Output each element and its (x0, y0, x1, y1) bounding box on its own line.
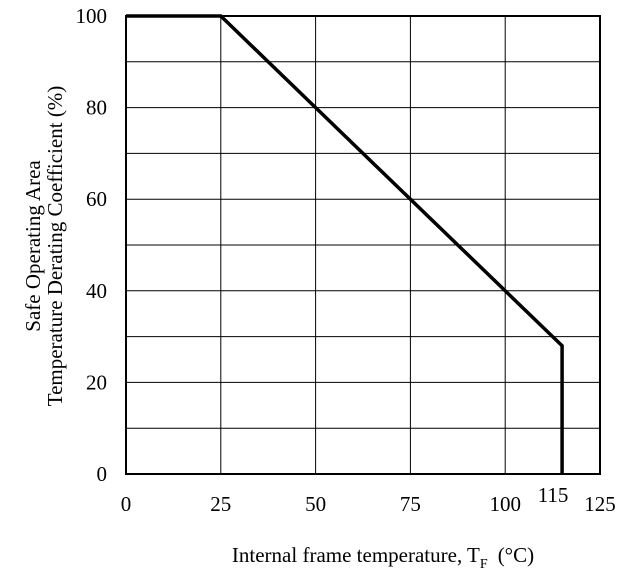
y-tick-label-0: 0 (97, 462, 108, 486)
x-tick-label-25: 25 (210, 492, 231, 516)
y-tick-labels: 0 20 40 60 80 100 (76, 4, 108, 486)
y-axis-title-line2: Temperature Derating Coefficient (%) (43, 86, 67, 407)
y-tick-label-100: 100 (76, 4, 108, 28)
x-tick-label-50: 50 (305, 492, 326, 516)
plot-frame (125, 15, 601, 475)
grid-lines (125, 15, 601, 475)
y-axis-title: Safe Operating Area Temperature Derating… (21, 86, 67, 407)
y-tick-label-40: 40 (86, 279, 107, 303)
x-axis-title-subscript: F (480, 557, 488, 572)
x-axis-title-unit: (°C) (498, 543, 534, 567)
y-tick-label-20: 20 (86, 370, 107, 394)
series-group (126, 14, 564, 474)
x-annotation-115: 115 (538, 483, 569, 507)
x-tick-label-100: 100 (489, 492, 521, 516)
y-axis-title-line1: Safe Operating Area (21, 160, 45, 332)
x-axis-title-main: Internal frame temperature, T (232, 543, 480, 567)
y-tick-label-80: 80 (86, 96, 107, 120)
x-tick-label-125: 125 (584, 492, 616, 516)
x-axis-title: Internal frame temperature, TF (°C) (232, 543, 534, 572)
series-line-0 (126, 14, 564, 474)
x-tick-label-75: 75 (400, 492, 421, 516)
x-tick-labels: 0 25 50 75 100 125 (121, 492, 616, 516)
y-tick-label-60: 60 (86, 187, 107, 211)
x-tick-label-0: 0 (121, 492, 132, 516)
